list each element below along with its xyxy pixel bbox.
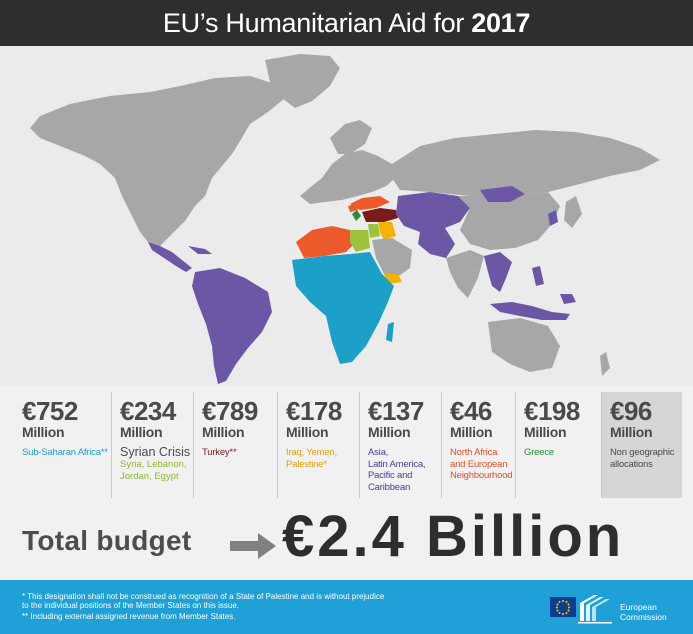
allocation-label: Syria, Lebanon, Jordan, Egypt <box>120 459 187 482</box>
korea-shape <box>548 210 558 226</box>
neighbourhood-north-shape <box>348 204 358 212</box>
allocation-unit: Million <box>368 424 411 440</box>
allocation-label: Turkey** <box>202 447 237 458</box>
allocation-amount: €137 <box>368 396 424 426</box>
india-shape <box>446 250 484 298</box>
allocation-syrian-crisis: €234 Million Syrian Crisis Syria, Lebano… <box>112 392 194 498</box>
mongolia-shape <box>480 186 525 202</box>
neighbourhood-east-shape <box>350 196 390 210</box>
greece-shape <box>352 210 361 221</box>
allocation-amount: €789 <box>202 396 258 426</box>
iraq-shape <box>378 222 396 240</box>
pacific-islands-shape <box>560 294 576 304</box>
footer: * This designation shall not be construe… <box>0 580 693 634</box>
allocation-label: Non geographic allocations <box>610 447 675 470</box>
allocation-turkey: €789 Million Turkey** <box>194 392 278 498</box>
allocation-unit: Million <box>286 424 329 440</box>
japan-shape <box>564 196 582 228</box>
allocation-label-main: Syrian Crisis <box>120 445 191 459</box>
allocation-unit: Million <box>202 424 245 440</box>
arabia-shape <box>372 238 412 278</box>
allocation-unit: Million <box>524 424 567 440</box>
indonesia-shape <box>490 302 570 320</box>
caribbean-shape <box>188 246 212 254</box>
allocation-unit: Million <box>450 424 493 440</box>
turkey-shape <box>362 208 398 222</box>
allocation-label: Greece <box>524 447 554 458</box>
allocation-unit: Million <box>120 424 163 440</box>
world-map-graphic <box>30 54 660 384</box>
southeast-asia-shape <box>484 252 512 292</box>
allocation-label: Iraq, Yemen, Palestine* <box>286 447 337 470</box>
south-america-shape <box>192 268 272 384</box>
logo-text: European Commission <box>620 602 667 622</box>
allocation-north-africa: €46 Million North Africa and European Ne… <box>442 392 516 498</box>
allocation-non-geographic: €96 Million Non geographic allocations <box>602 392 682 498</box>
arrow-right-icon <box>230 533 276 559</box>
china-shape <box>458 192 560 250</box>
allocation-amount: €752 <box>22 396 78 426</box>
footnote-revenue: ** Including external assigned revenue f… <box>22 612 236 621</box>
new-zealand-shape <box>600 352 610 376</box>
allocation-amount: €198 <box>524 396 580 426</box>
south-asia-west-shape <box>418 228 455 258</box>
allocation-stats: €752 Million Sub-Saharan Africa** €234 M… <box>14 392 682 498</box>
allocation-amount: €96 <box>610 396 652 426</box>
russia-shape <box>392 130 660 196</box>
total-budget-label: Total budget <box>22 525 192 556</box>
allocation-label: Asia, Latin America, Pacific and Caribbe… <box>368 447 426 493</box>
levant-shape <box>368 224 380 238</box>
allocation-sub-saharan: €752 Million Sub-Saharan Africa** <box>14 392 112 498</box>
allocation-unit: Million <box>22 424 65 440</box>
central-america-shape <box>148 242 192 272</box>
europe-shape <box>300 150 398 204</box>
australia-shape <box>488 318 560 372</box>
total-budget-value: €2.4 Billion <box>282 504 625 569</box>
scandinavia-shape <box>330 120 372 154</box>
philippines-shape <box>532 266 544 286</box>
allocation-amount: €234 <box>120 396 176 426</box>
allocation-label: North Africa and European Neighbourhood <box>450 447 513 481</box>
allocation-asia-latam: €137 Million Asia, Latin America, Pacifi… <box>360 392 442 498</box>
north-america-shape <box>30 76 285 246</box>
allocation-amount: €178 <box>286 396 342 426</box>
world-map <box>0 46 693 386</box>
madagascar-shape <box>386 322 394 342</box>
allocation-iraq-yemen: €178 Million Iraq, Yemen, Palestine* <box>278 392 360 498</box>
allocation-amount: €46 <box>450 396 492 426</box>
page-title: EU’s Humanitarian Aid for 2017 <box>162 7 531 38</box>
allocation-label: Sub-Saharan Africa** <box>22 447 108 458</box>
allocation-greece: €198 Million Greece <box>516 392 602 498</box>
north-africa-shape <box>296 226 356 258</box>
title-bar: EU’s Humanitarian Aid for 2017 <box>0 0 693 46</box>
footnote-palestine: * This designation shall not be construe… <box>22 592 385 610</box>
central-asia-shape <box>396 192 470 232</box>
european-commission-logo <box>550 595 612 624</box>
allocation-unit: Million <box>610 424 653 440</box>
total-budget-row: Total budget €2.4 Billion <box>20 504 685 571</box>
greenland-shape <box>265 54 340 108</box>
sub-saharan-africa-shape <box>292 252 394 364</box>
egypt-shape <box>350 230 370 252</box>
